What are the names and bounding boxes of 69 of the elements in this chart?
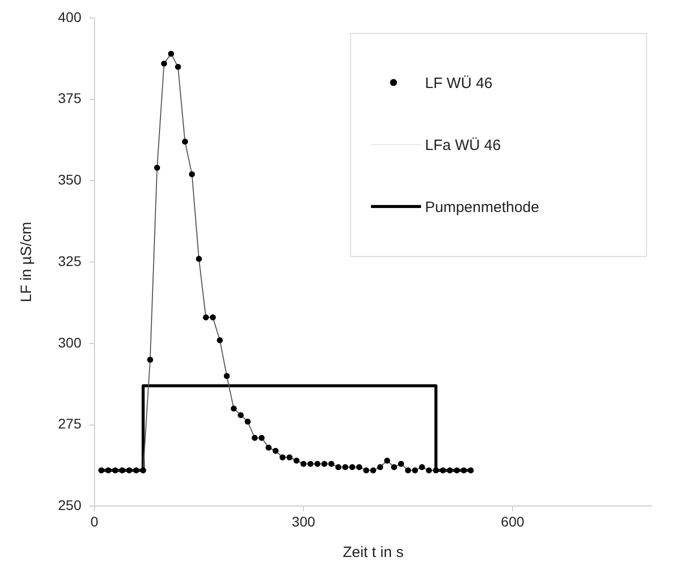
point bbox=[140, 467, 146, 474]
point bbox=[307, 460, 314, 467]
x-axis-title: Zeit t in s bbox=[342, 544, 404, 562]
y-tick-label: 300 bbox=[58, 334, 82, 350]
point bbox=[286, 454, 293, 460]
point bbox=[342, 464, 348, 470]
y-tick-label: 375 bbox=[58, 90, 82, 106]
point bbox=[460, 467, 467, 474]
y-tick-label: 400 bbox=[58, 8, 82, 25]
point bbox=[349, 464, 356, 470]
point bbox=[126, 467, 132, 474]
point bbox=[224, 373, 230, 380]
point bbox=[356, 464, 362, 470]
point bbox=[398, 460, 404, 467]
point bbox=[432, 467, 439, 474]
point bbox=[426, 467, 432, 474]
point bbox=[258, 434, 265, 441]
point bbox=[272, 448, 279, 454]
point bbox=[252, 434, 258, 441]
x-tick-label: 0 bbox=[90, 513, 98, 530]
point bbox=[98, 467, 104, 474]
point bbox=[119, 467, 126, 474]
point bbox=[412, 467, 418, 474]
point bbox=[210, 314, 216, 320]
y-tick-label: 275 bbox=[58, 416, 82, 432]
point bbox=[266, 444, 272, 451]
point bbox=[300, 460, 306, 467]
point bbox=[161, 60, 168, 67]
y-tick-label: 350 bbox=[58, 172, 82, 188]
y-axis-title: LF in µS/cm bbox=[18, 222, 36, 302]
legend-label: Pumpenmethode bbox=[425, 198, 540, 216]
y-tick-label: 250 bbox=[58, 497, 82, 514]
y-tick-label: 325 bbox=[58, 252, 82, 269]
point bbox=[230, 406, 237, 412]
point bbox=[188, 171, 195, 178]
point bbox=[133, 467, 140, 474]
point bbox=[468, 467, 474, 474]
point bbox=[405, 467, 412, 474]
point bbox=[440, 467, 446, 474]
point bbox=[418, 464, 425, 470]
point bbox=[370, 467, 376, 474]
point bbox=[391, 464, 398, 470]
point bbox=[182, 138, 188, 145]
legend-label: LFa WÜ 46 bbox=[425, 136, 501, 154]
point bbox=[280, 454, 286, 460]
point bbox=[154, 164, 160, 171]
point bbox=[216, 337, 223, 344]
point bbox=[175, 64, 182, 70]
point bbox=[446, 467, 453, 474]
point bbox=[314, 460, 320, 467]
point bbox=[168, 50, 174, 57]
point bbox=[202, 314, 209, 320]
point bbox=[147, 356, 154, 363]
legend-label: LF WÜ 46 bbox=[425, 74, 493, 92]
point bbox=[196, 256, 202, 262]
point bbox=[112, 467, 118, 474]
point bbox=[377, 464, 384, 470]
point bbox=[238, 412, 244, 418]
point bbox=[363, 467, 370, 474]
point bbox=[244, 418, 251, 425]
point bbox=[321, 460, 328, 467]
x-tick-label: 300 bbox=[292, 513, 316, 530]
point bbox=[294, 458, 300, 464]
point bbox=[105, 467, 112, 474]
point bbox=[454, 467, 460, 474]
point bbox=[328, 460, 334, 467]
point bbox=[335, 464, 342, 470]
point bbox=[384, 458, 390, 464]
x-tick-label: 600 bbox=[500, 513, 524, 530]
